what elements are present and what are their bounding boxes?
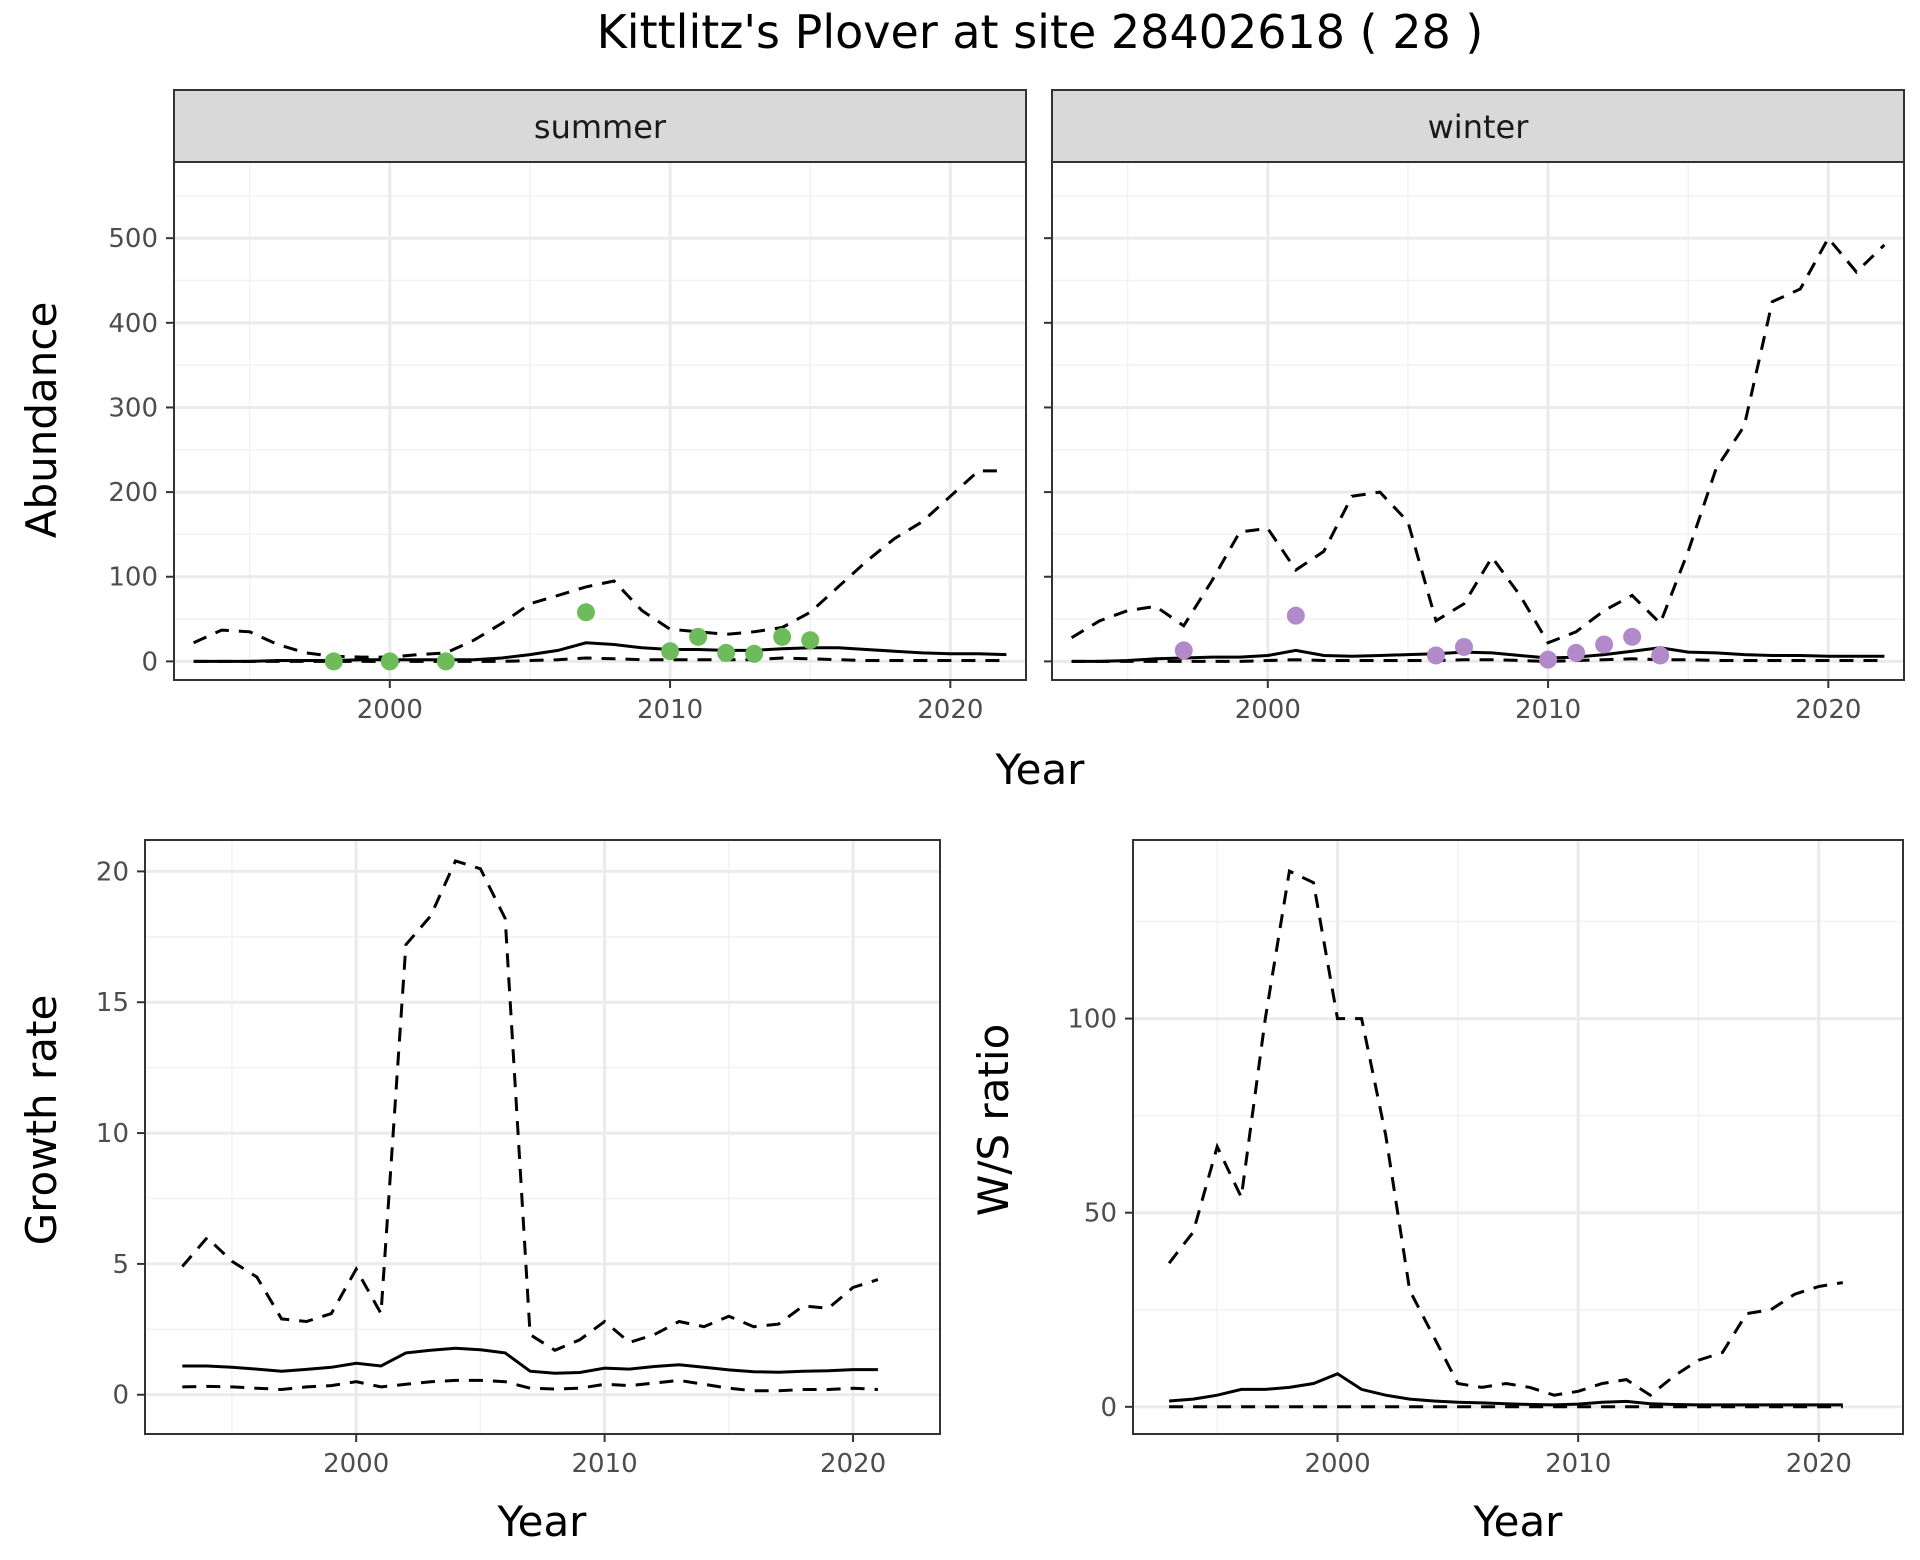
summer-y-tick-label: 300 (108, 393, 158, 423)
summer-observed-point (576, 603, 595, 622)
winter-observed-point (1426, 646, 1445, 665)
summer-observed-point (717, 643, 736, 662)
abundance-x-axis-title: Year (995, 745, 1086, 794)
ratio-estimate-line (1168, 1372, 1843, 1407)
summer-observed-point (689, 627, 708, 646)
ratio-y-axis-title: W/S ratio (969, 1024, 1018, 1217)
growth-panel-border (144, 839, 941, 1435)
growth-y-tick-label: 5 (112, 1250, 129, 1280)
summer-observed-point (380, 652, 399, 671)
growth-panel: 2000 2010 2020 0 5 10 15 20 (96, 839, 941, 1479)
ratio-y-tick-label: 100 (1067, 1005, 1117, 1035)
ratio-upper-bound-line (1167, 868, 1844, 1398)
summer-y-tick-label: 100 (108, 563, 158, 593)
ratio-x-axis-title: Year (1473, 1497, 1564, 1546)
growth-x-tick-label: 2010 (572, 1449, 638, 1479)
growth-y-axis-title: Growth rate (17, 995, 66, 1246)
summer-observed-point (436, 652, 455, 671)
ratio-x-tick-label: 2000 (1304, 1449, 1370, 1479)
winter-observed-point (1174, 641, 1193, 660)
winter-panel-border (1051, 161, 1905, 681)
winter-observed-point (1567, 643, 1586, 662)
summer-y-tick-label: 200 (108, 478, 158, 508)
ratio-x-tick-label: 2020 (1786, 1449, 1852, 1479)
summer-y-tick-label: 500 (108, 224, 158, 254)
winter-upper-bound-line (1070, 235, 1886, 645)
growth-lower-bound-line (182, 1378, 878, 1393)
growth-estimate-line (182, 1346, 878, 1375)
winter-observed-point (1454, 637, 1473, 656)
ratio-y-tick-label: 50 (1084, 1199, 1117, 1229)
winter-x-tick-label: 2020 (1795, 695, 1861, 725)
summer-panel-border (173, 161, 1027, 681)
summer-y-tick-label: 400 (108, 309, 158, 339)
winter-observed-point (1623, 627, 1642, 646)
growth-y-tick-label: 10 (96, 1119, 129, 1149)
strip-winter (1051, 89, 1905, 163)
ratio-panel: 2000 2010 2020 0 50 100 (1067, 839, 1904, 1479)
winter-observed-point (1539, 650, 1558, 669)
summer-estimate-line (193, 641, 1007, 663)
winter-lower-bound-line (1071, 657, 1885, 663)
ratio-y-tick-label: 0 (1100, 1393, 1117, 1423)
summer-x-tick-label: 2000 (357, 695, 423, 725)
growth-y-tick-label: 20 (96, 857, 129, 887)
growth-x-tick-label: 2020 (820, 1449, 886, 1479)
strip-summer (173, 89, 1027, 163)
growth-x-axis-title: Year (497, 1497, 588, 1546)
summer-observed-point (773, 627, 792, 646)
winter-x-tick-label: 2010 (1515, 695, 1581, 725)
summer-lower-bound-line (193, 656, 1007, 663)
winter-observed-point (1286, 606, 1305, 625)
summer-panel: 2000 2010 2020 0 100 200 300 400 500 (108, 161, 1027, 725)
summer-upper-bound-line (192, 469, 1007, 659)
summer-y-tick-label: 0 (141, 647, 158, 677)
abundance-y-axis-title: Abundance (17, 302, 66, 539)
chart-title: Kittlitz's Plover at site 28402618 ( 28 … (597, 5, 1484, 59)
growth-y-tick-label: 0 (112, 1381, 129, 1411)
winter-observed-point (1595, 635, 1614, 654)
summer-x-tick-label: 2010 (637, 695, 703, 725)
winter-estimate-line (1071, 646, 1885, 663)
ratio-x-tick-label: 2010 (1545, 1449, 1611, 1479)
growth-x-tick-label: 2000 (323, 1449, 389, 1479)
winter-panel: 2000 2010 2020 (1044, 161, 1905, 725)
winter-x-tick-label: 2000 (1235, 695, 1301, 725)
strip-label-summer: summer (534, 108, 667, 146)
summer-observed-point (745, 644, 764, 663)
growth-y-tick-label: 15 (96, 988, 129, 1018)
strip-label-winter: winter (1428, 108, 1530, 146)
ratio-panel-border (1132, 839, 1904, 1435)
growth-upper-bound-line (181, 859, 879, 1352)
summer-observed-point (661, 642, 680, 661)
summer-observed-point (324, 652, 343, 671)
winter-observed-point (1651, 646, 1670, 665)
summer-x-tick-label: 2020 (917, 695, 983, 725)
summer-observed-point (801, 631, 820, 650)
